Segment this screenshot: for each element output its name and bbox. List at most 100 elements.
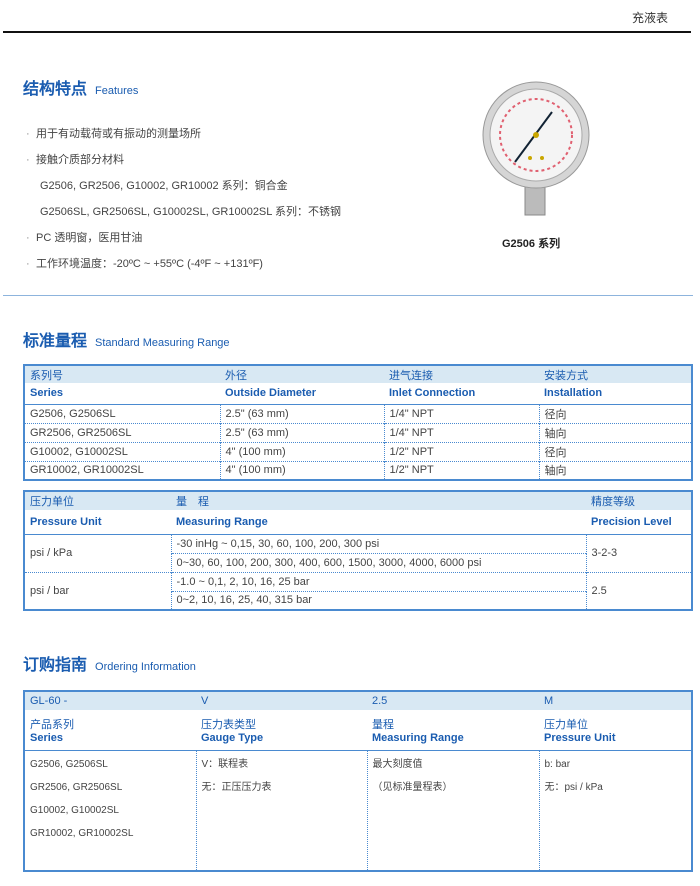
ordering-title-cn: 订购指南 [23,657,88,674]
header-cell: Pressure Unit [24,510,171,535]
feature-text: 用于有动载荷或有振动的测量场所 [36,128,201,140]
header-cell: 精度等级 [586,491,692,510]
cell: 1/4" NPT [383,404,539,423]
header-cell: 外径 [220,365,384,383]
cell: 0~30, 60, 100, 200, 300, 400, 600, 1500,… [170,552,586,572]
header-rule [3,31,691,33]
series-table: 系列号 外径 进气连接 安装方式 Series Outside Diameter Inle… [23,364,693,481]
section-divider [3,295,693,296]
cell: G10002, G10002SL [24,441,220,461]
header-cell: 量 程 [171,491,586,510]
cell: 2.5" (63 mm) [219,404,384,423]
cell: 2.5" (63 mm) [219,422,384,442]
feature-item: · 接触介质部分材料 [26,154,124,166]
header-cell: 系列号 [24,365,220,383]
page-header-title: 充液表 [632,11,669,25]
header-cell: Measuring Range [171,510,586,535]
code-cell: M [539,691,692,710]
feature-text: 接触介质部分材料 [36,154,124,166]
material-item: G2506, GR2506, G10002, GR10002 系列：铜合金 [40,180,288,192]
gauge-type-item: V：联程表 [201,758,249,770]
ordering-table: GL-60 - V 2.5 M 产品系列 Series 压力表类型 Gauge Type … [23,690,693,872]
table-row: G2506, G2506SL GR2506, GR2506SL G10002, G1… [24,750,692,871]
table-row: 0~30, 60, 100, 200, 300, 400, 600, 1500,… [24,552,692,572]
table-row: GR10002, GR10002SL 4" (100 mm) 1/2" NPT 轴向 [24,460,692,480]
cell: 轴向 [538,460,692,480]
cell: 4" (100 mm) [219,460,384,480]
header-cn: 压力单位 [544,718,588,731]
range-item: （见标准量程表） [372,781,453,793]
code-cell: V [196,691,367,710]
code-cell: GL-60 - [24,691,196,710]
ordering-title-en: Ordering Information [95,661,196,673]
header-cell: 安装方式 [539,365,692,383]
range-table: 压力单位量 程精度等级 Pressure Unit Measuring Range… [23,490,693,611]
header-cell: Precision Level [586,510,692,535]
table-row: G10002, G10002SL 4" (100 mm) 1/2" NPT 径向 [24,441,692,461]
range-item: 最大刻度值 [372,758,423,770]
gauge-type-item: 无：正压压力表 [201,781,272,793]
header-cn: 压力表类型 [201,718,256,731]
header-cn: 量程 [372,718,394,731]
cell: GR2506, GR2506SL [24,422,220,442]
pressure-gauge-image [482,81,590,216]
cell: 径向 [538,441,692,461]
cell: GR10002, GR10002SL [24,460,220,480]
header-cell: 压力单位 [24,491,171,510]
feature-item: · 用于有动载荷或有振动的测量场所 [26,128,201,140]
header-cell: Outside Diameter [220,383,384,405]
cell: -30 inHg ~ 0,15, 30, 60, 100, 200, 300 p… [170,534,586,553]
standard-range-title-en: Standard Measuring Range [95,337,230,349]
header-cell: 压力单位 Pressure Unit [539,710,692,751]
feature-item: · 工作环境温度：-20ºC ~ +55ºC (-4ºF ~ +131ºF) [26,258,263,270]
header-cell: 进气连接 [384,365,539,383]
features-title-en: Features [95,85,139,97]
cell: b: bar 无：psi / kPa [538,750,692,871]
series-item: G2506, G2506SL [30,758,108,770]
feature-text: PC 透明窗，医用甘油 [36,232,143,244]
cell: 2.5 [585,571,692,610]
series-item: GR10002, GR10002SL [30,827,134,839]
ordering-heading: 订购指南 Ordering Information [23,651,196,675]
unit-item: 无：psi / kPa [544,781,603,793]
header-en: Pressure Unit [544,731,616,744]
header-en: Gauge Type [201,731,264,744]
table-row: psi / bar -1.0 ~ 0,1, 2, 10, 16, 25 bar 2.… [24,571,692,610]
features-title-cn: 结构特点 [23,81,88,98]
table-row: 0~2, 10, 16, 25, 40, 315 bar [24,590,692,610]
header-en: Series [30,731,64,744]
standard-range-title-cn: 标准量程 [23,333,88,350]
cell: psi / bar [24,571,171,610]
cell: G2506, G2506SL GR2506, GR2506SL G10002, G1… [24,750,196,871]
header-cell: Inlet Connection [384,383,539,405]
series-item: G10002, G10002SL [30,804,119,816]
header-cell: 产品系列 Series [24,710,196,751]
series-item: GR2506, GR2506SL [30,781,123,793]
cell: 1/2" NPT [383,441,539,461]
code-cell: 2.5 [367,691,539,710]
header-en: Measuring Range [372,731,464,744]
table-row: psi / kPa -30 inHg ~ 0,15, 30, 60, 100, 2… [24,534,692,572]
header-cell: 压力表类型 Gauge Type [196,710,367,751]
header-cell: 量程 Measuring Range [367,710,539,751]
header-cn: 产品系列 [30,718,74,731]
table-row: GR2506, GR2506SL 2.5" (63 mm) 1/4" NPT 轴向 [24,422,692,442]
feature-text: 工作环境温度：-20ºC ~ +55ºC (-4ºF ~ +131ºF) [36,258,263,270]
cell: V：联程表无：正压压力表 [195,750,367,871]
table-row: G2506, G2506SL 2.5" (63 mm) 1/4" NPT 径向 [24,404,692,423]
cell: psi / kPa [30,547,73,559]
image-caption: G2506 系列 [502,238,561,250]
cell: G2506, G2506SL [30,407,116,420]
standard-range-heading: 标准量程 Standard Measuring Range [23,327,230,351]
cell: 3-2-3 [585,534,692,572]
cell: 1/4" NPT [383,422,539,442]
features-heading: 结构特点 Features [23,75,138,99]
cell: 最大刻度值 （见标准量程表） [366,750,539,871]
cell: 4" (100 mm) [219,441,384,461]
cell: 1/2" NPT [383,460,539,480]
cell: 径向 [538,404,692,423]
header-cell: Installation [539,383,692,405]
cell: 0~2, 10, 16, 25, 40, 315 bar [170,590,586,610]
material-item: G2506SL, GR2506SL, G10002SL, GR10002SL 系… [40,206,342,218]
unit-item: b: bar [544,758,571,770]
